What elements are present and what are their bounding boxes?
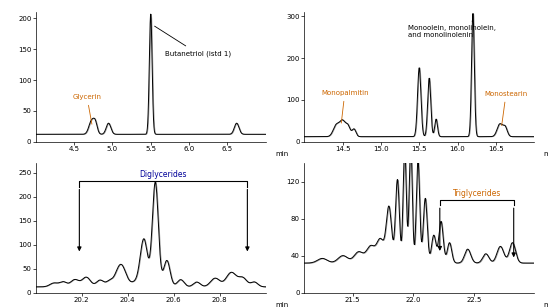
Text: Monopalmitin: Monopalmitin xyxy=(321,90,369,123)
Text: Glycerin: Glycerin xyxy=(72,94,101,124)
Text: Diglycerides: Diglycerides xyxy=(140,170,187,179)
Text: Monostearin: Monostearin xyxy=(484,91,528,126)
Text: Monoolein, monolinolein,
and monolinolenin: Monoolein, monolinolein, and monolinolen… xyxy=(408,21,496,38)
Text: min: min xyxy=(544,151,548,157)
Text: min: min xyxy=(275,302,288,308)
Text: Triglycerides: Triglycerides xyxy=(453,188,501,198)
Text: Butanetriol (istd 1): Butanetriol (istd 1) xyxy=(155,26,231,57)
Text: min: min xyxy=(544,302,548,308)
Text: min: min xyxy=(275,151,288,157)
